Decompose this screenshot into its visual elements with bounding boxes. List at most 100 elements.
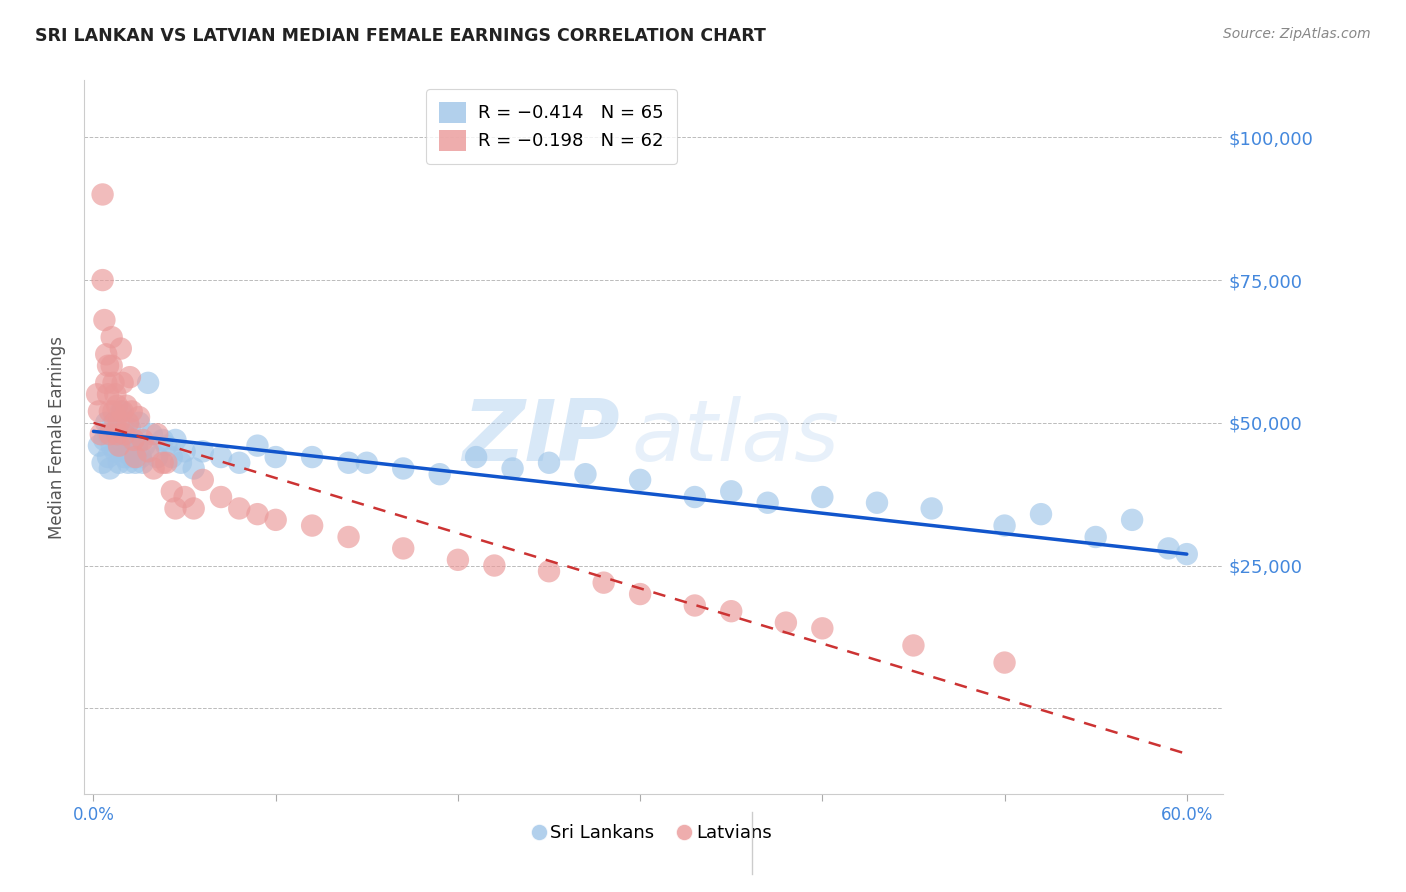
Point [136,444,159,458]
Point [110,433,132,447]
Legend: Sri Lankans, Latvians: Sri Lankans, Latvians [529,817,779,849]
Point [90,427,112,442]
Point [1029,507,1052,521]
Point [173,444,195,458]
Point [484,558,506,573]
Point [246,507,269,521]
Point [103,376,125,390]
Point [108,456,131,470]
Point [87,404,110,418]
Point [111,444,134,458]
Point [183,501,205,516]
Point [96,416,118,430]
Point [447,553,470,567]
Point [111,404,134,418]
Point [104,444,127,458]
Point [301,450,323,464]
Point [811,490,834,504]
Point [720,604,742,618]
Point [131,456,153,470]
Point [129,450,152,464]
Point [903,639,925,653]
Point [97,359,120,373]
Point [115,399,138,413]
Point [118,421,141,435]
Point [866,496,889,510]
Point [122,433,145,447]
Point [91,456,114,470]
Point [104,416,127,430]
Point [136,376,159,390]
Point [105,427,128,442]
Point [91,187,114,202]
Point [97,387,120,401]
Point [392,541,415,556]
Point [811,621,834,635]
Point [264,513,287,527]
Point [170,456,193,470]
Point [246,439,269,453]
Point [114,427,136,442]
Point [228,501,250,516]
Point [173,490,195,504]
Point [155,439,177,453]
Point [121,404,143,418]
Point [124,456,146,470]
Point [537,564,560,578]
Point [592,575,614,590]
Point [993,656,1015,670]
Point [86,387,108,401]
Text: ZIP: ZIP [463,395,620,479]
Point [264,450,287,464]
Point [683,490,706,504]
Point [152,433,174,447]
Point [146,427,169,442]
Point [628,473,651,487]
Point [128,416,150,430]
Point [103,416,125,430]
Point [134,439,156,453]
Point [108,439,131,453]
Point [183,461,205,475]
Point [152,456,174,470]
Point [993,518,1015,533]
Point [118,370,141,384]
Point [141,427,163,442]
Text: SRI LANKAN VS LATVIAN MEDIAN FEMALE EARNINGS CORRELATION CHART: SRI LANKAN VS LATVIAN MEDIAN FEMALE EARN… [35,27,766,45]
Point [160,450,183,464]
Point [356,456,378,470]
Point [191,444,214,458]
Point [115,427,138,442]
Point [337,530,360,544]
Point [97,427,120,442]
Point [122,433,145,447]
Point [1157,541,1180,556]
Point [117,416,139,430]
Point [337,456,360,470]
Point [1175,547,1198,561]
Point [98,427,121,442]
Point [392,461,415,475]
Y-axis label: Median Female Earnings: Median Female Earnings [48,335,66,539]
Point [103,404,125,418]
Point [96,376,118,390]
Point [105,427,128,442]
Point [117,456,139,470]
Point [537,456,560,470]
Point [683,599,706,613]
Point [111,376,134,390]
Text: atlas: atlas [631,395,839,479]
Point [104,387,127,401]
Point [93,313,115,327]
Point [228,456,250,470]
Point [100,439,122,453]
Point [142,461,165,475]
Point [127,439,149,453]
Point [93,433,115,447]
Point [110,342,132,356]
Point [98,461,121,475]
Point [165,433,187,447]
Point [105,399,128,413]
Point [921,501,943,516]
Point [121,450,143,464]
